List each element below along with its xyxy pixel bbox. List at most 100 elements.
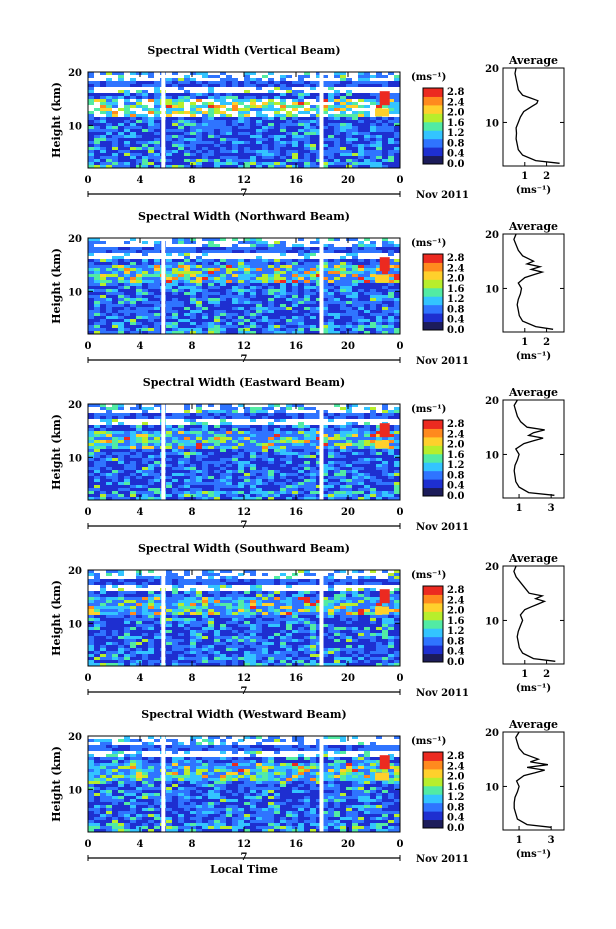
profile-x-label: (ms⁻¹): [516, 683, 551, 694]
colorbar-tick-label: 2.8: [447, 253, 464, 264]
colorbar-swatch: [423, 270, 443, 280]
x-tick-label: 20: [341, 507, 355, 518]
colorbar-swatch: [423, 304, 443, 314]
colorbar-tick-label: 2.8: [447, 585, 464, 596]
panel-title: Spectral Width (Southward Beam): [138, 542, 350, 555]
x-tick-label: 8: [189, 175, 196, 186]
y-tick-label: 20: [68, 68, 82, 79]
colorbar: [423, 88, 443, 165]
profile-y-tick-label: 10: [485, 284, 499, 295]
profile-title: Average: [508, 718, 558, 731]
profile-y-tick-label: 20: [485, 396, 499, 407]
x-tick-label: 8: [189, 341, 196, 352]
y-tick-label: 20: [68, 732, 82, 743]
colorbar-tick-label: 0.4: [447, 481, 464, 492]
colorbar-tick-label: 2.4: [447, 761, 464, 772]
profile-x-tick-label: 2: [543, 171, 550, 182]
colorbar-tick-label: 2.4: [447, 429, 464, 440]
x-tick-label: 0: [397, 175, 404, 186]
data-gap: [319, 570, 324, 666]
data-gap: [319, 404, 324, 500]
profile-line: [513, 233, 554, 330]
colorbar-frame: [422, 87, 444, 165]
colorbar-tick-label: 1.2: [447, 460, 464, 471]
day-marker: 7: [241, 520, 248, 531]
x-tick-label: 0: [85, 341, 92, 352]
profile-line: [513, 399, 555, 496]
x-tick-label: 12: [237, 839, 251, 850]
colorbar-tick-label: 2.0: [447, 606, 464, 617]
profile-frame: [502, 731, 565, 831]
x-tick-label: 0: [397, 839, 404, 850]
colorbar-swatch: [423, 130, 443, 140]
profile-x-tick-label: 1: [516, 835, 523, 846]
profile-x-tick-label: 3: [548, 503, 555, 514]
profile-x-tick-label: 3: [548, 835, 555, 846]
colorbar-swatch: [423, 653, 443, 663]
profile-y-tick-label: 10: [485, 118, 499, 129]
heatmap-cells: [88, 72, 400, 168]
profile-x-label: (ms⁻¹): [516, 185, 551, 196]
x-tick-label: 12: [237, 341, 251, 352]
profile-x-label: (ms⁻¹): [516, 351, 551, 362]
colorbar-tick-label: 0.4: [447, 315, 464, 326]
x-tick-label: 0: [397, 673, 404, 684]
profile-line: [514, 67, 560, 164]
colorbar-swatch: [423, 594, 443, 604]
profile-y-tick-label: 20: [485, 230, 499, 241]
profile-x-tick-label: 1: [521, 337, 528, 348]
profile-y-tick-label: 10: [485, 450, 499, 461]
data-gap: [161, 238, 166, 334]
colorbar-swatch: [423, 760, 443, 770]
colorbar-unit: (ms⁻¹): [411, 72, 446, 83]
panel-5: Spectral Width (Westward Beam)2010Height…: [50, 708, 565, 876]
colorbar-swatch: [423, 88, 443, 97]
colorbar-tick-label: 2.8: [447, 87, 464, 98]
colorbar-swatch: [423, 645, 443, 655]
panel-title: Spectral Width (Vertical Beam): [147, 44, 340, 57]
colorbar-swatch: [423, 147, 443, 157]
profile-title: Average: [508, 220, 558, 233]
colorbar-tick-label: 0.0: [447, 491, 464, 502]
y-tick-label: 20: [68, 400, 82, 411]
colorbar-swatch: [423, 479, 443, 489]
panel-4: Spectral Width (Southward Beam)2010Heigh…: [50, 542, 565, 699]
colorbar-swatch: [423, 777, 443, 787]
colorbar-swatch: [423, 104, 443, 114]
y-tick-label: 20: [68, 234, 82, 245]
x-tick-label: 0: [85, 839, 92, 850]
colorbar-swatch: [423, 254, 443, 263]
panel-1: Spectral Width (Vertical Beam)2010Height…: [50, 44, 565, 201]
colorbar-tick-label: 1.2: [447, 294, 464, 305]
colorbar-frame: [422, 585, 444, 663]
profile-frame: [502, 67, 565, 167]
day-marker: 7: [241, 354, 248, 365]
colorbar-swatch: [423, 279, 443, 289]
colorbar: [423, 752, 443, 829]
y-axis-label: Height (km): [50, 414, 63, 490]
colorbar-tick-label: 0.4: [447, 647, 464, 658]
colorbar-tick-label: 0.8: [447, 636, 464, 647]
colorbar-swatch: [423, 96, 443, 106]
data-gap: [161, 570, 166, 666]
colorbar: [423, 586, 443, 663]
heatmap-cells: [88, 238, 400, 334]
colorbar-swatch: [423, 785, 443, 795]
profile-x-tick-label: 1: [521, 669, 528, 680]
x-tick-label: 0: [397, 341, 404, 352]
profile-frame: [502, 233, 565, 333]
colorbar-swatch: [423, 287, 443, 297]
y-tick-label: 10: [68, 785, 82, 796]
colorbar-tick-label: 1.6: [447, 284, 464, 295]
colorbar-unit: (ms⁻¹): [411, 570, 446, 581]
colorbar-tick-label: 1.2: [447, 792, 464, 803]
x-tick-label: 16: [289, 507, 303, 518]
colorbar-tick-label: 0.4: [447, 149, 464, 160]
colorbar-swatch: [423, 619, 443, 629]
moderate-width-patch: [375, 440, 390, 449]
colorbar-tick-label: 1.6: [447, 616, 464, 627]
colorbar: [423, 254, 443, 331]
x-tick-label: 0: [85, 507, 92, 518]
panel-title: Spectral Width (Eastward Beam): [143, 376, 345, 389]
